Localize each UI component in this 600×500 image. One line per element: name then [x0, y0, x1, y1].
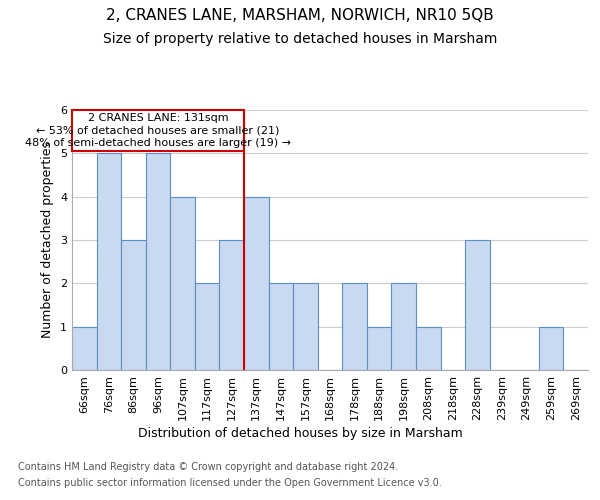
Bar: [220, 240, 244, 370]
Text: Contains public sector information licensed under the Open Government Licence v3: Contains public sector information licen…: [18, 478, 442, 488]
Bar: [146, 154, 170, 370]
Text: Size of property relative to detached houses in Marsham: Size of property relative to detached ho…: [103, 32, 497, 46]
Bar: [72, 110, 244, 151]
Bar: [293, 284, 318, 370]
Bar: [342, 284, 367, 370]
Bar: [391, 284, 416, 370]
Bar: [97, 154, 121, 370]
Bar: [539, 326, 563, 370]
Text: Contains HM Land Registry data © Crown copyright and database right 2024.: Contains HM Land Registry data © Crown c…: [18, 462, 398, 472]
Bar: [170, 196, 195, 370]
Text: 2 CRANES LANE: 131sqm: 2 CRANES LANE: 131sqm: [88, 113, 229, 123]
Y-axis label: Number of detached properties: Number of detached properties: [41, 142, 55, 338]
Text: 48% of semi-detached houses are larger (19) →: 48% of semi-detached houses are larger (…: [25, 138, 291, 148]
Bar: [367, 326, 391, 370]
Text: 2, CRANES LANE, MARSHAM, NORWICH, NR10 5QB: 2, CRANES LANE, MARSHAM, NORWICH, NR10 5…: [106, 8, 494, 22]
Bar: [244, 196, 269, 370]
Text: ← 53% of detached houses are smaller (21): ← 53% of detached houses are smaller (21…: [37, 126, 280, 136]
Bar: [195, 284, 220, 370]
Bar: [416, 326, 440, 370]
Bar: [72, 326, 97, 370]
Bar: [465, 240, 490, 370]
Bar: [121, 240, 146, 370]
Text: Distribution of detached houses by size in Marsham: Distribution of detached houses by size …: [137, 428, 463, 440]
Bar: [269, 284, 293, 370]
